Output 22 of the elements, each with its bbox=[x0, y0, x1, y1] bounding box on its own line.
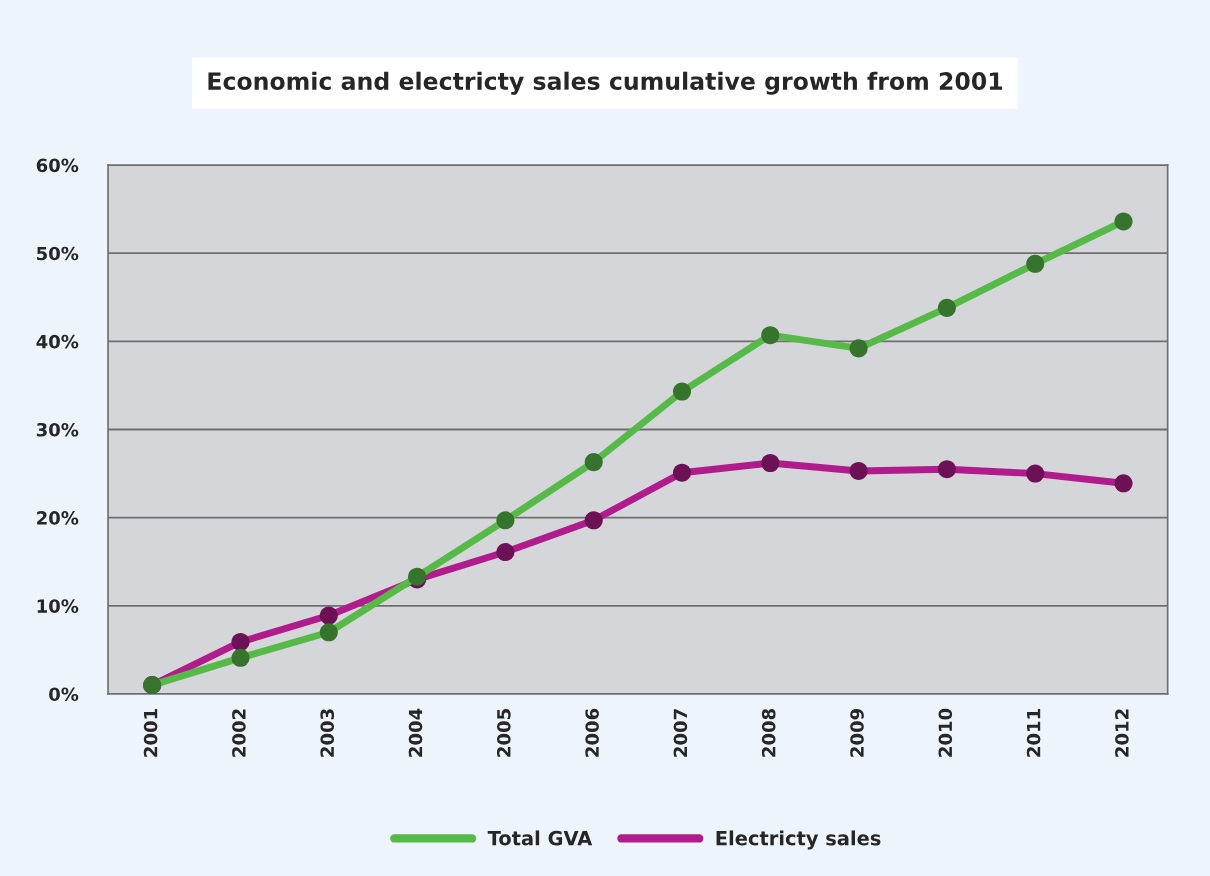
x-tick-label: 2008 bbox=[761, 708, 776, 757]
y-tick-label: 50% bbox=[37, 246, 79, 261]
legend-label: Total GVA bbox=[487, 830, 593, 846]
x-tick-label: 2011 bbox=[1026, 709, 1041, 757]
y-tick-label: 20% bbox=[37, 511, 79, 525]
x-tick-label: 2007 bbox=[673, 709, 688, 757]
y-tick-label: 40% bbox=[36, 334, 79, 349]
y-tick-label: 0% bbox=[49, 687, 79, 702]
y-tick-label: 10% bbox=[37, 599, 79, 613]
x-tick-label: 2006 bbox=[585, 708, 599, 757]
x-tick-label: 2010 bbox=[938, 708, 953, 757]
legend-label: Electricty sales bbox=[716, 830, 881, 850]
x-tick-label: 2005 bbox=[496, 709, 511, 757]
x-tick-label: 2009 bbox=[850, 709, 864, 757]
x-tick-label: 2012 bbox=[1115, 709, 1129, 757]
x-tick-label: 2002 bbox=[232, 709, 246, 757]
x-tick-label: 2004 bbox=[408, 708, 423, 757]
x-tick-label: 2003 bbox=[320, 709, 335, 757]
y-tick-label: 60% bbox=[36, 158, 79, 173]
chart-title: Economic and electricty sales cumulative growth from 2001 bbox=[208, 71, 1003, 95]
y-tick-label: 30% bbox=[36, 422, 79, 437]
x-tick-label: 2001 bbox=[143, 709, 158, 757]
